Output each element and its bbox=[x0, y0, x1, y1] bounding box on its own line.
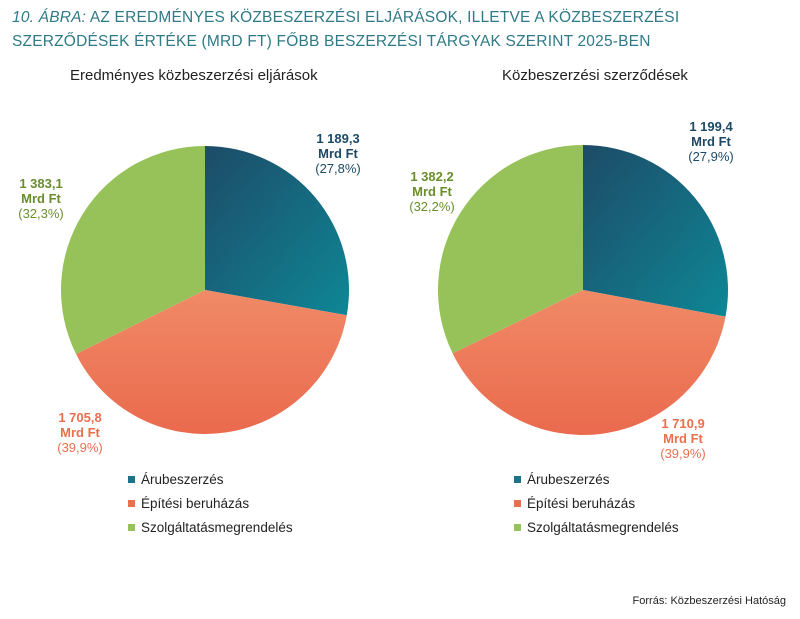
legend-item-epitesi-beruhazas: Építési beruházás bbox=[514, 491, 679, 515]
legend-label: Szolgáltatásmegrendelés bbox=[141, 519, 293, 535]
data-label-arubeszerzes: 1 199,4 Mrd Ft (27,9%) bbox=[688, 119, 734, 164]
percent-label: (27,8%) bbox=[315, 161, 361, 176]
data-label-arubeszerzes: 1 189,3 Mrd Ft (27,8%) bbox=[315, 131, 361, 176]
slice-szolgaltatasmegrendeles bbox=[61, 146, 206, 354]
source-note: Forrás: Közbeszerzési Hatóság bbox=[632, 595, 786, 607]
value-label: 1 383,1 bbox=[19, 176, 63, 191]
percent-label: (39,9%) bbox=[660, 446, 706, 461]
figure-number: 10. ábra: bbox=[12, 9, 87, 26]
data-label-szolgaltatasmegrendeles: 1 382,2 Mrd Ft (32,2%) bbox=[409, 169, 455, 214]
unit-label: Mrd Ft bbox=[21, 191, 61, 206]
legend-item-szolgaltatasmegrendeles: Szolgáltatásmegrendelés bbox=[514, 515, 679, 539]
unit-label: Mrd Ft bbox=[691, 134, 731, 149]
chart-title: Közbeszerzési szerződések bbox=[502, 67, 688, 84]
percent-label: (32,2%) bbox=[409, 199, 455, 214]
value-label: 1 199,4 bbox=[689, 119, 733, 134]
value-label: 1 705,8 bbox=[58, 410, 102, 425]
data-label-epitesi-beruhazas: 1 705,8 Mrd Ft (39,9%) bbox=[57, 410, 103, 455]
data-label-epitesi-beruhazas: 1 710,9 Mrd Ft (39,9%) bbox=[660, 416, 706, 461]
legend-swatch bbox=[128, 499, 135, 507]
chart-contracts: Közbeszerzési szerződések 1 199,4 Mrd Ft… bbox=[400, 0, 800, 619]
legend-swatch bbox=[128, 523, 135, 531]
chart-procedures: Eredményes közbeszerzési eljárások 1 189… bbox=[18, 67, 361, 539]
pie-chart bbox=[438, 145, 729, 435]
figure-title: Az eredményes közbeszerzési eljárások, i… bbox=[12, 9, 680, 50]
unit-label: Mrd Ft bbox=[663, 431, 703, 446]
legend-swatch bbox=[514, 475, 521, 483]
slice-arubeszerzes bbox=[205, 146, 350, 316]
value-label: 1 189,3 bbox=[316, 131, 360, 146]
unit-label: Mrd Ft bbox=[60, 425, 100, 440]
legend: Árubeszerzés Építési beruházás Szolgálta… bbox=[514, 467, 679, 539]
legend-label: Árubeszerzés bbox=[141, 471, 224, 487]
legend-label: Szolgáltatásmegrendelés bbox=[527, 519, 679, 535]
legend-item-epitesi-beruhazas: Építési beruházás bbox=[128, 491, 293, 515]
value-label: 1 710,9 bbox=[661, 416, 705, 431]
legend: Árubeszerzés Építési beruházás Szolgálta… bbox=[128, 467, 293, 539]
legend-swatch bbox=[514, 499, 521, 507]
unit-label: Mrd Ft bbox=[318, 146, 358, 161]
unit-label: Mrd Ft bbox=[412, 184, 452, 199]
legend-item-arubeszerzes: Árubeszerzés bbox=[128, 467, 293, 491]
legend-label: Építési beruházás bbox=[141, 495, 250, 511]
slice-szolgaltatasmegrendeles bbox=[438, 145, 583, 354]
value-label: 1 382,2 bbox=[410, 169, 454, 184]
percent-label: (27,9%) bbox=[688, 149, 734, 164]
percent-label: (39,9%) bbox=[57, 440, 103, 455]
legend-swatch bbox=[128, 475, 135, 483]
slice-epitesi-beruhazas bbox=[76, 290, 347, 435]
legend-swatch bbox=[514, 523, 521, 531]
figure-header: 10. ábra: Az eredményes közbeszerzési el… bbox=[12, 6, 792, 54]
percent-label: (32,3%) bbox=[18, 206, 64, 221]
legend-item-szolgaltatasmegrendeles: Szolgáltatásmegrendelés bbox=[128, 515, 293, 539]
pie-chart bbox=[61, 146, 350, 435]
chart-title: Eredményes közbeszerzési eljárások bbox=[70, 67, 318, 84]
legend-label: Építési beruházás bbox=[527, 495, 636, 511]
slice-epitesi-beruhazas bbox=[452, 290, 726, 435]
legend-item-arubeszerzes: Árubeszerzés bbox=[514, 467, 679, 491]
data-label-szolgaltatasmegrendeles: 1 383,1 Mrd Ft (32,3%) bbox=[18, 176, 64, 221]
legend-label: Árubeszerzés bbox=[527, 471, 610, 487]
slice-arubeszerzes bbox=[583, 145, 729, 317]
